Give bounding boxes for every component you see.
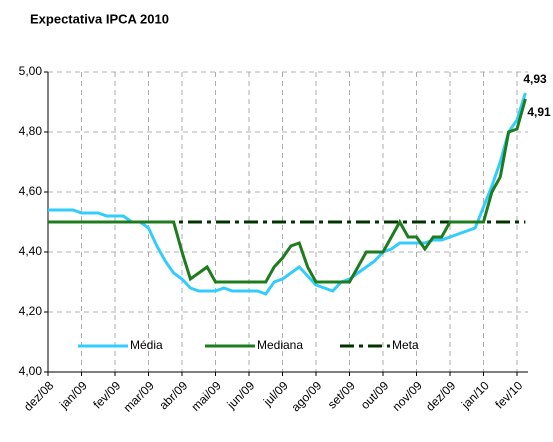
x-tick-label: jan/09	[56, 378, 90, 412]
value-label: 4,91	[527, 105, 551, 119]
x-tick-label: dez/08	[21, 378, 57, 414]
x-tick-label: dez/09	[423, 378, 459, 414]
legend-label: Mediana	[257, 338, 303, 352]
value-label: 4,93	[523, 72, 547, 86]
y-tick-label: 4,20	[19, 304, 43, 318]
x-tick-label: mai/09	[188, 378, 224, 414]
x-tick-label: jul/09	[260, 378, 291, 409]
y-tick-label: 4,60	[19, 184, 43, 198]
y-tick-label: 5,00	[19, 64, 43, 78]
x-tick-label: fev/09	[90, 378, 123, 411]
y-tick-label: 4,00	[19, 364, 43, 378]
x-tick-label: set/09	[325, 378, 358, 411]
x-tick-label: mar/09	[121, 378, 158, 415]
series-line	[48, 92, 527, 296]
x-tick-label: out/09	[358, 378, 392, 412]
x-tick-label: jan/10	[458, 378, 492, 412]
x-tick-label: abr/09	[156, 378, 190, 412]
legend-label: Meta	[392, 338, 419, 352]
x-tick-label: fev/10	[492, 378, 525, 411]
x-tick-label: nov/09	[389, 378, 425, 414]
chart-title: Expectativa IPCA 2010	[30, 11, 169, 26]
y-tick-label: 4,40	[19, 244, 43, 258]
x-tick-label: ago/09	[289, 378, 325, 414]
y-tick-label: 4,80	[19, 124, 43, 138]
x-tick-label: jun/09	[224, 378, 258, 412]
series-line	[48, 98, 527, 284]
legend-label: Média	[130, 338, 163, 352]
